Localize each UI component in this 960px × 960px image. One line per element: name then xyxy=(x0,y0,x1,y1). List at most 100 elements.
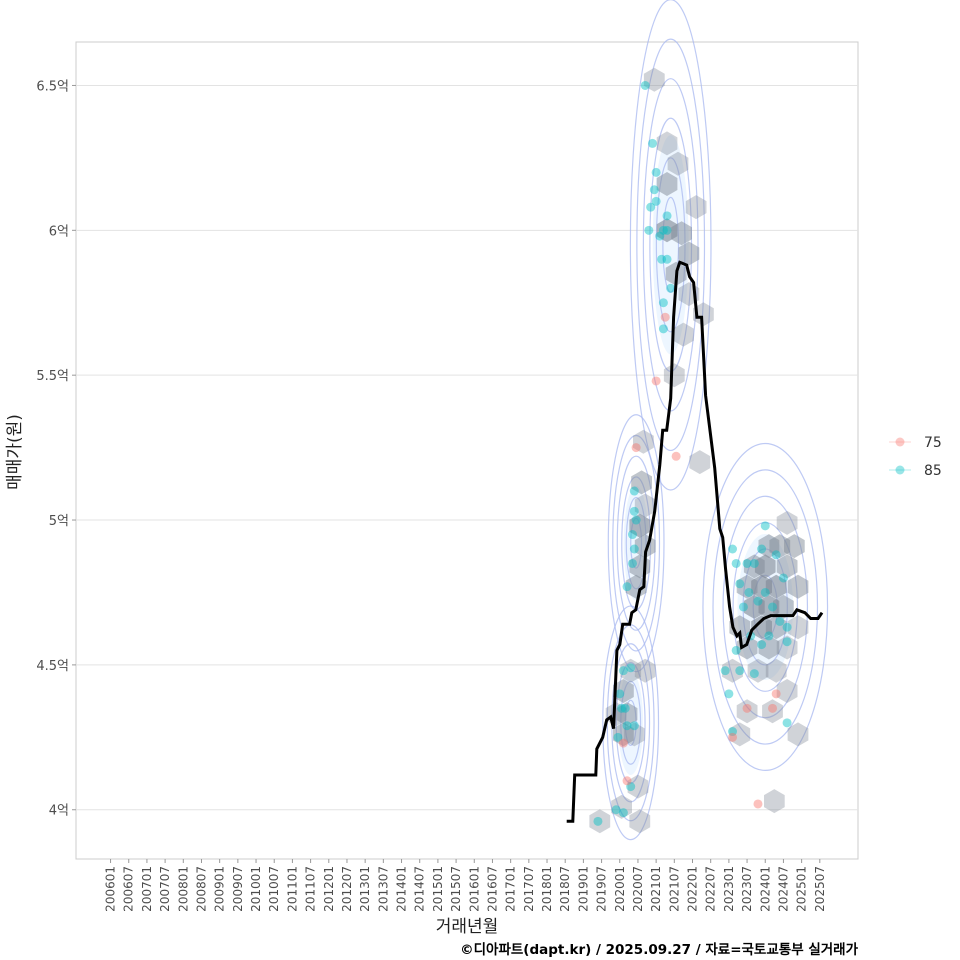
x-tick-label: 201101 xyxy=(285,866,299,912)
point-85 xyxy=(611,805,621,815)
point-85 xyxy=(728,544,738,554)
density-contour xyxy=(702,442,829,772)
density-fill xyxy=(623,485,649,601)
point-85 xyxy=(662,254,672,264)
point-85 xyxy=(720,666,730,676)
x-tick-label: 200707 xyxy=(158,866,172,912)
x-tick-label: 202407 xyxy=(776,866,790,912)
point-85 xyxy=(768,602,778,612)
hexbin xyxy=(656,172,678,196)
point-85 xyxy=(626,782,636,792)
x-tick-label: 200607 xyxy=(122,866,136,912)
point-85 xyxy=(738,602,748,612)
hexbin xyxy=(769,534,791,559)
density-contour xyxy=(732,521,799,692)
x-tick-label: 202201 xyxy=(686,866,700,912)
point-85 xyxy=(728,727,738,737)
point-85 xyxy=(622,721,632,731)
point-85 xyxy=(749,558,759,568)
point-75 xyxy=(771,689,781,699)
point-85 xyxy=(760,587,770,597)
hexbin xyxy=(634,658,656,683)
x-tick-label: 201801 xyxy=(540,866,554,912)
point-85 xyxy=(764,631,774,641)
x-tick-label: 201907 xyxy=(595,866,609,912)
x-tick-label: 201507 xyxy=(449,866,463,912)
hexbin xyxy=(656,218,678,243)
x-tick-label: 202507 xyxy=(813,866,827,912)
point-85 xyxy=(782,637,792,647)
point-85 xyxy=(782,622,792,632)
hexbin xyxy=(629,809,651,834)
x-tick-label: 201707 xyxy=(522,866,536,912)
x-tick-label: 201307 xyxy=(376,866,390,912)
x-tick-label: 201807 xyxy=(558,866,572,912)
point-85 xyxy=(615,689,625,699)
x-tick-label: 202301 xyxy=(722,866,736,912)
point-85 xyxy=(778,573,788,583)
plot-panel xyxy=(75,41,859,860)
hexbin xyxy=(765,658,787,683)
legend-label-85: 85 xyxy=(924,463,942,479)
x-tick-label: 201301 xyxy=(358,866,372,912)
point-85 xyxy=(613,732,623,742)
y-axis-label: 매매가(원) xyxy=(5,414,25,490)
x-tick-label: 201701 xyxy=(504,866,518,912)
x-tick-label: 201407 xyxy=(413,866,427,912)
x-tick-label: 201607 xyxy=(485,866,499,912)
hexbin xyxy=(784,534,805,559)
point-75 xyxy=(728,732,738,742)
x-tick-label: 201501 xyxy=(431,866,445,912)
hexbin xyxy=(758,594,780,619)
hexbin xyxy=(765,574,787,599)
point-85 xyxy=(631,515,641,525)
hexbin xyxy=(631,470,652,495)
x-tick-label: 202207 xyxy=(704,866,718,912)
x-tick-label: 200807 xyxy=(194,866,208,912)
point-85 xyxy=(640,80,650,90)
x-tick-label: 200601 xyxy=(104,866,118,912)
hexbin xyxy=(787,615,809,640)
density-contour xyxy=(722,495,809,719)
hexbin xyxy=(787,722,809,747)
density-contour xyxy=(636,38,706,452)
x-tick-label: 201901 xyxy=(576,866,590,912)
point-85 xyxy=(735,666,745,676)
density-fill xyxy=(618,670,644,775)
density-contour xyxy=(612,434,661,652)
hexbin xyxy=(589,809,611,834)
point-75 xyxy=(660,312,670,322)
point-85 xyxy=(731,558,741,568)
point-85 xyxy=(629,506,639,516)
hexbin xyxy=(773,594,794,619)
hexbin xyxy=(663,363,685,388)
hexbin xyxy=(776,554,798,579)
point-85 xyxy=(629,486,639,496)
point-75 xyxy=(618,738,628,748)
hexbin xyxy=(620,658,642,683)
hexbin xyxy=(729,722,751,747)
hexbin xyxy=(776,635,798,660)
x-tick-label: 201601 xyxy=(467,866,481,912)
point-75 xyxy=(631,443,641,453)
y-tick-label: 5억 xyxy=(49,514,69,529)
point-85 xyxy=(627,558,637,568)
caption: ©디아파트(dapt.kr) / 2025.09.27 / 자료=국토교통부 실… xyxy=(460,941,858,958)
density-contour xyxy=(607,414,665,673)
point-85 xyxy=(629,544,639,554)
hexbin xyxy=(634,493,656,518)
hexbin xyxy=(673,322,694,347)
point-75 xyxy=(742,703,752,713)
y-tick-label: 5.5억 xyxy=(36,369,69,384)
x-tick-label: 201107 xyxy=(304,866,318,912)
point-85 xyxy=(731,645,741,655)
point-85 xyxy=(724,689,734,699)
point-85 xyxy=(593,816,603,826)
hexbin xyxy=(693,302,714,327)
point-85 xyxy=(627,530,637,540)
point-85 xyxy=(757,640,767,650)
density-contour xyxy=(615,661,646,784)
trend-line xyxy=(566,260,824,823)
hexbin xyxy=(627,774,649,799)
